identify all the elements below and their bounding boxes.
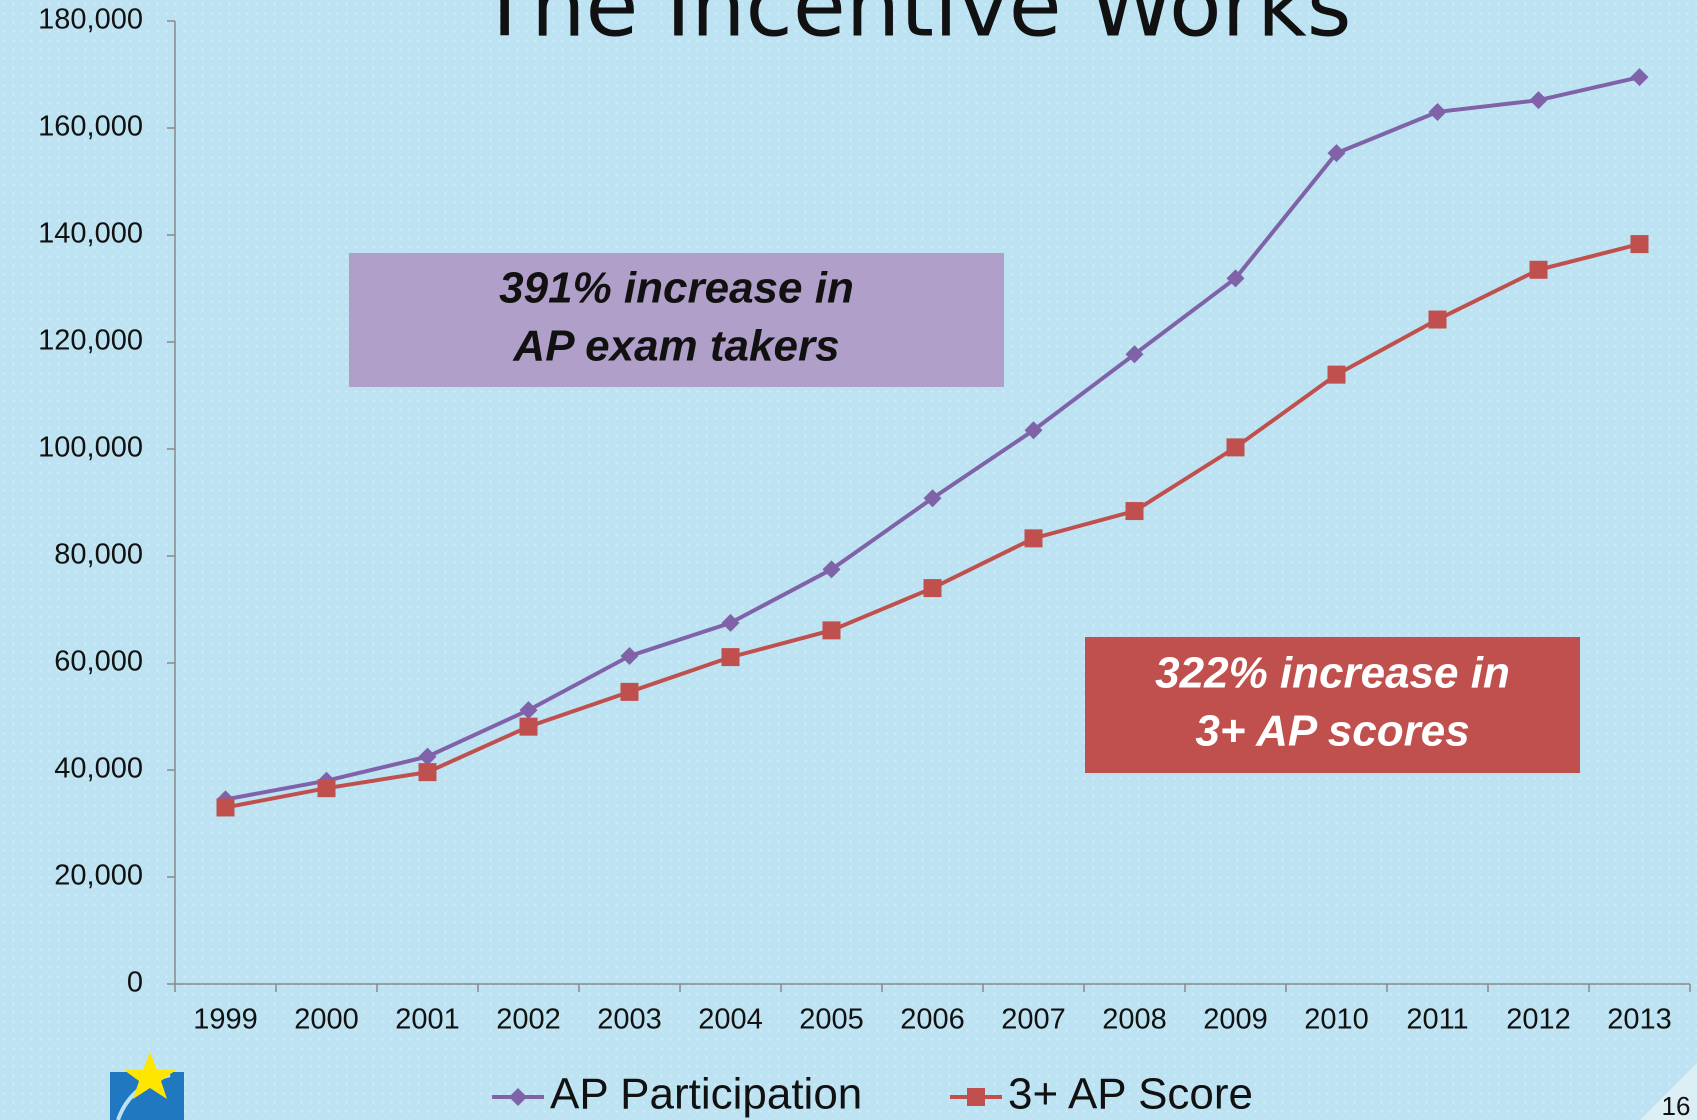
x-tick-label: 2010 <box>1304 1004 1369 1036</box>
marker <box>509 1088 527 1106</box>
marker <box>1630 68 1649 87</box>
marker <box>519 717 538 736</box>
annotation-text: 3+ AP scores <box>1195 707 1469 756</box>
marker <box>721 648 740 667</box>
legend-item: 3+ AP Score <box>950 1070 1253 1119</box>
x-tick-label: 2007 <box>1001 1004 1066 1036</box>
annotation-text: 391% increase in <box>499 264 854 313</box>
x-tick-label: 2008 <box>1102 1004 1167 1036</box>
y-tick-label: 180,000 <box>38 4 143 36</box>
x-tick-label: 2001 <box>395 1004 460 1036</box>
marker <box>967 1088 985 1106</box>
x-tick-label: 2013 <box>1607 1004 1672 1036</box>
y-tick-label: 40,000 <box>54 753 143 785</box>
marker <box>1125 502 1144 521</box>
y-tick-label: 60,000 <box>54 646 143 678</box>
marker <box>216 798 235 817</box>
marker <box>923 579 942 598</box>
marker <box>923 489 942 508</box>
marker <box>1630 235 1649 254</box>
y-tick-label: 120,000 <box>38 325 143 357</box>
y-tick-label: 160,000 <box>38 111 143 143</box>
marker <box>822 560 841 579</box>
x-tick-label: 2002 <box>496 1004 561 1036</box>
chart-title: The Incentive Works <box>477 0 1351 56</box>
marker <box>1428 102 1447 121</box>
marker <box>1024 529 1043 548</box>
marker <box>418 763 437 782</box>
x-tick-label: 2005 <box>799 1004 864 1036</box>
marker <box>1226 269 1245 288</box>
x-tick-label: 2000 <box>294 1004 359 1036</box>
corner-pattern <box>1640 1063 1697 1120</box>
marker <box>822 621 841 640</box>
x-tick-label: 1999 <box>193 1004 258 1036</box>
annotation-text: 322% increase in <box>1155 649 1510 698</box>
x-tick-label: 2004 <box>698 1004 763 1036</box>
x-tick-label: 2011 <box>1406 1004 1468 1036</box>
marker <box>519 701 538 720</box>
marker <box>1024 421 1043 440</box>
marker <box>1529 260 1548 279</box>
x-tick-label: 2012 <box>1506 1004 1571 1036</box>
logo <box>110 1052 184 1120</box>
x-tick-label: 2003 <box>597 1004 662 1036</box>
marker <box>620 682 639 701</box>
marker <box>1529 91 1548 110</box>
annotation-box <box>1085 637 1580 773</box>
marker <box>1125 345 1144 364</box>
marker <box>620 647 639 666</box>
marker <box>1327 144 1346 163</box>
marker <box>1226 438 1245 457</box>
x-tick-label: 2006 <box>900 1004 965 1036</box>
marker <box>418 747 437 766</box>
annotation-text: AP exam takers <box>512 322 839 371</box>
y-tick-label: 80,000 <box>54 539 143 571</box>
marker <box>721 613 740 632</box>
marker <box>1327 365 1346 384</box>
annotation-box <box>349 253 1004 387</box>
marker <box>317 779 336 798</box>
y-tick-label: 100,000 <box>38 432 143 464</box>
slide-number: 16 <box>1662 1091 1691 1120</box>
y-tick-label: 20,000 <box>54 860 143 892</box>
y-tick-label: 0 <box>127 967 143 999</box>
y-tick-label: 140,000 <box>38 218 143 250</box>
marker <box>1428 310 1447 329</box>
legend-label: AP Participation <box>550 1070 862 1119</box>
legend-label: 3+ AP Score <box>1008 1070 1253 1119</box>
legend-item: AP Participation <box>492 1070 862 1119</box>
x-tick-label: 2009 <box>1203 1004 1268 1036</box>
